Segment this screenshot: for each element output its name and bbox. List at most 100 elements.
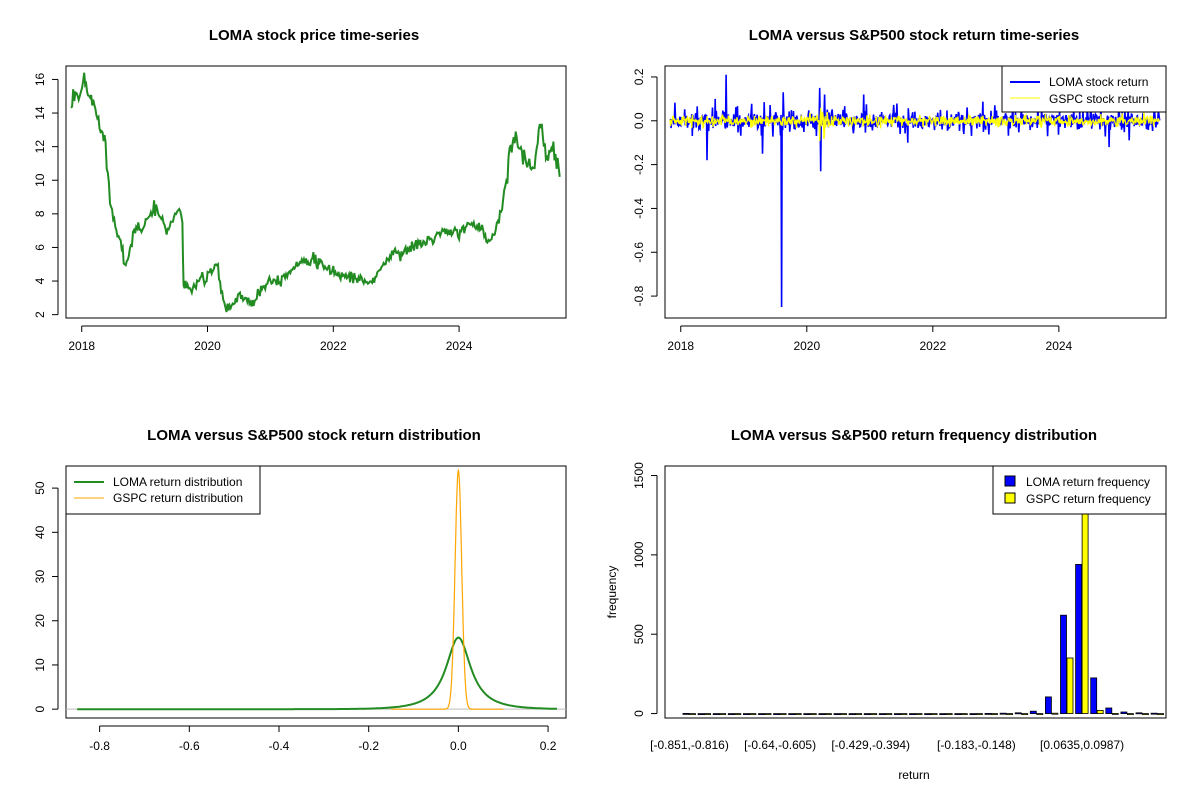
loma-freq-bar — [1045, 696, 1052, 715]
density-x-tick-label: -0.8 — [89, 739, 110, 753]
freq-legend-loma-swatch — [1004, 475, 1016, 487]
gspc-freq-bar — [1142, 713, 1149, 715]
gspc-freq-bar — [1051, 712, 1059, 715]
freq-bars — [682, 498, 1164, 715]
density-y-tick-label: 0 — [33, 706, 47, 713]
freq-y-label: frequency — [605, 566, 619, 619]
loma-freq-bar — [697, 713, 705, 715]
density-legend: LOMA return distribution GSPC return dis… — [65, 465, 261, 515]
returns-plot-box — [664, 65, 1167, 319]
freq-title: LOMA versus S&P500 return frequency dist… — [731, 427, 1097, 444]
loma-freq-bar — [833, 713, 841, 715]
density-x-tick-label: 0.2 — [540, 739, 557, 753]
returns-x-tick-label: 2024 — [1046, 339, 1073, 353]
loma-freq-bar — [1029, 710, 1037, 715]
gspc-freq-bar — [794, 713, 802, 715]
returns-legend: LOMA stock return GSPC stock return — [1001, 65, 1167, 113]
density-y-tick-label: 50 — [33, 481, 47, 495]
returns-y-tick-label: -0.8 — [632, 285, 646, 306]
returns-legend-loma-label: LOMA stock return — [1049, 75, 1148, 89]
freq-legend-gspc-label: GSPC return frequency — [1026, 492, 1151, 506]
density-y-axis: 0 10 20 30 40 50 — [33, 481, 59, 713]
returns-legend-box — [1001, 65, 1167, 113]
freq-y-tick-label: 500 — [632, 624, 646, 644]
gspc-freq-bar — [1006, 713, 1013, 715]
returns-y-tick-label: 0.0 — [632, 112, 646, 129]
loma-freq-bar — [848, 713, 856, 715]
density-x-tick-label: -0.4 — [269, 739, 290, 753]
loma-freq-bar — [712, 713, 720, 715]
gspc-freq-bar — [704, 713, 711, 715]
gspc-freq-bar — [900, 713, 908, 715]
gspc-freq-bar — [915, 713, 923, 715]
density-x-tick-label: 0.0 — [450, 739, 467, 753]
loma-freq-bar — [727, 713, 735, 715]
loma-freq-bar — [803, 713, 811, 715]
returns-y-tick-label: -0.4 — [632, 198, 646, 219]
returns-title: LOMA versus S&P500 stock return time-ser… — [749, 27, 1079, 44]
loma-freq-bar — [788, 713, 796, 715]
density-y-tick-label: 20 — [33, 614, 47, 628]
returns-legend-gspc-label: GSPC stock return — [1049, 92, 1149, 106]
gspc-freq-bar — [840, 713, 847, 715]
price-y-tick-label: 8 — [33, 210, 47, 217]
loma-freq-bar — [954, 713, 962, 715]
freq-x-axis: [-0.851,-0.816) [-0.64,-0.605) [-0.429,-0.… — [650, 738, 1124, 752]
price-x-tick-label: 2018 — [68, 339, 95, 353]
returns-y-tick-label: 0.2 — [632, 68, 646, 85]
freq-y-tick-label: 1000 — [632, 541, 646, 568]
density-x-tick-label: -0.6 — [179, 739, 200, 753]
freq-y-tick-label: 1500 — [632, 462, 646, 489]
price-y-tick-label: 16 — [33, 72, 47, 86]
price-y-axis: 2 4 6 8 10 12 14 16 — [33, 72, 59, 318]
loma-freq-bar — [1105, 707, 1113, 714]
price-y-tick-label: 2 — [33, 311, 47, 318]
loma-density-curve — [77, 636, 557, 711]
returns-x-axis: 2018 2020 2022 2024 — [667, 325, 1073, 353]
price-y-tick-label: 14 — [33, 106, 47, 120]
loma-freq-bar — [758, 713, 765, 715]
density-title: LOMA versus S&P500 stock return distribu… — [147, 427, 481, 444]
density-series — [66, 468, 566, 711]
gspc-freq-bar — [764, 713, 772, 715]
density-y-tick-label: 10 — [33, 658, 47, 672]
returns-series — [669, 74, 1161, 308]
gspc-freq-bar — [1127, 713, 1134, 715]
price-title: LOMA stock price time-series — [209, 27, 419, 44]
price-y-tick-label: 6 — [33, 244, 47, 251]
price-x-axis: 2018 2020 2022 2024 — [68, 325, 473, 353]
freq-x-tick-label: [-0.64,-0.605) — [744, 738, 816, 752]
gspc-return-line — [669, 107, 1161, 141]
loma-freq-bar — [1075, 564, 1082, 715]
density-legend-loma-label: LOMA return distribution — [113, 475, 242, 489]
gspc-freq-bar — [960, 713, 968, 715]
gspc-freq-bar — [945, 713, 953, 715]
price-x-tick-label: 2022 — [320, 339, 347, 353]
loma-freq-bar — [1150, 712, 1158, 715]
returns-x-tick-label: 2020 — [793, 339, 820, 353]
returns-y-tick-label: -0.2 — [632, 154, 646, 175]
loma-freq-bar — [818, 713, 826, 715]
freq-x-tick-label: [-0.429,-0.394) — [831, 738, 910, 752]
loma-freq-bar — [1060, 614, 1067, 715]
density-legend-gspc-label: GSPC return distribution — [113, 491, 243, 505]
density-x-axis: -0.8 -0.6 -0.4 -0.2 0.0 0.2 — [89, 725, 557, 753]
density-y-tick-label: 30 — [33, 570, 47, 584]
freq-legend-loma-label: LOMA return frequency — [1026, 475, 1150, 489]
loma-freq-bar — [969, 713, 977, 715]
loma-freq-bar — [1014, 712, 1022, 715]
loma-freq-bar — [1120, 711, 1128, 715]
density-plot-box — [65, 465, 567, 719]
gspc-freq-bar — [1021, 713, 1029, 715]
gspc-freq-bar — [885, 713, 893, 715]
panel-frequency: LOMA versus S&P500 return frequency dist… — [605, 427, 1167, 782]
gspc-freq-bar — [719, 713, 727, 715]
returns-x-tick-label: 2022 — [919, 339, 946, 353]
freq-y-tick-label: 0 — [632, 710, 646, 717]
gspc-density-curve — [391, 468, 504, 710]
gspc-freq-bar — [689, 713, 696, 715]
price-y-tick-label: 12 — [33, 140, 47, 154]
returns-y-tick-label: -0.6 — [632, 242, 646, 263]
